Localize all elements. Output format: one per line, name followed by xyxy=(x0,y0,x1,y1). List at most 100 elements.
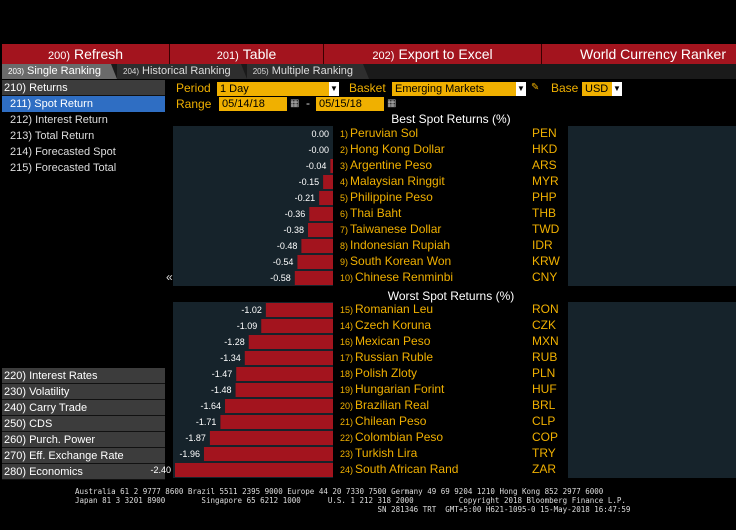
currency-code-twd[interactable]: TWD xyxy=(532,222,560,236)
currency-code-mxn[interactable]: MXN xyxy=(532,334,559,348)
currency-code-try[interactable]: TRY xyxy=(532,446,556,460)
collapse-panel-icon[interactable]: « xyxy=(166,270,173,284)
calendar-icon[interactable]: ▦ xyxy=(387,98,397,109)
period-dropdown-icon[interactable]: ▼ xyxy=(329,82,339,96)
value-label-cop: -1.87 xyxy=(185,433,206,443)
menu-item-total-return[interactable]: 213) Total Return xyxy=(10,130,95,142)
export-excel-button[interactable]: 202) Export to Excel xyxy=(324,44,542,64)
currency-code-cop[interactable]: COP xyxy=(532,430,559,444)
menu-header-economics[interactable]: 280) Economics xyxy=(2,464,165,480)
currency-name-pln[interactable]: 18) Polish Zloty xyxy=(340,366,417,380)
base-label: Base xyxy=(551,81,579,95)
currency-code-thb[interactable]: THB xyxy=(532,206,556,220)
menu-item-forecasted-total[interactable]: 215) Forecasted Total xyxy=(10,162,117,174)
currency-code-idr[interactable]: IDR xyxy=(532,238,553,252)
currency-name-pen[interactable]: 1) Peruvian Sol xyxy=(340,126,418,140)
currency-code-huf[interactable]: HUF xyxy=(532,382,557,396)
pencil-icon[interactable]: ✎ xyxy=(531,82,540,93)
menu-header-interest-rates[interactable]: 220) Interest Rates xyxy=(2,368,165,384)
currency-code-ron[interactable]: RON xyxy=(532,302,559,316)
currency-name-krw[interactable]: 9) South Korean Won xyxy=(340,254,451,268)
currency-label: South Korean Won xyxy=(350,254,452,268)
menu-header-volatility[interactable]: 230) Volatility xyxy=(2,384,165,400)
value-label-try: -1.96 xyxy=(179,449,200,459)
left-menu: 210) Returns 211) Spot Return 212) Inter… xyxy=(2,80,165,480)
currency-code-zar[interactable]: ZAR xyxy=(532,462,556,476)
tab-label: Multiple Ranking xyxy=(271,65,354,77)
basket-select[interactable]: Emerging Markets xyxy=(392,82,516,96)
calendar-icon[interactable]: ▦ xyxy=(290,98,300,109)
base-select[interactable]: USD xyxy=(582,82,612,96)
range-from-input[interactable]: 05/14/18 xyxy=(219,97,287,111)
currency-name-clp[interactable]: 21) Chilean Peso xyxy=(340,414,426,428)
currency-label: Polish Zloty xyxy=(355,366,418,380)
currency-code-krw[interactable]: KRW xyxy=(532,254,560,268)
currency-name-php[interactable]: 5) Philippine Peso xyxy=(340,190,433,204)
menu-header-returns[interactable]: 210) Returns xyxy=(2,80,165,96)
currency-name-rub[interactable]: 17) Russian Ruble xyxy=(340,350,433,364)
currency-name-ron[interactable]: 15) Romanian Leu xyxy=(340,302,433,316)
tab-historical-ranking[interactable]: 204) Historical Ranking xyxy=(117,64,247,79)
value-label-hkd: -0.00 xyxy=(308,145,329,155)
currency-name-try[interactable]: 23) Turkish Lira xyxy=(340,446,417,460)
currency-code-czk[interactable]: CZK xyxy=(532,318,556,332)
currency-code-rub[interactable]: RUB xyxy=(532,350,558,364)
tab-number: 203) xyxy=(8,67,25,76)
currency-label: Peruvian Sol xyxy=(350,126,419,140)
currency-label: Chinese Renminbi xyxy=(355,270,454,284)
currency-name-mxn[interactable]: 16) Mexican Peso xyxy=(340,334,430,348)
value-label-idr: -0.48 xyxy=(276,241,298,251)
currency-code-brl[interactable]: BRL xyxy=(532,398,556,412)
returns-bar-chart xyxy=(173,126,333,478)
tab-single-ranking[interactable]: 203) Single Ranking xyxy=(2,64,118,79)
bar-rub xyxy=(244,351,333,365)
bar-huf xyxy=(235,383,333,397)
menu-item-forecasted-spot[interactable]: 214) Forecasted Spot xyxy=(10,146,116,158)
currency-code-pln[interactable]: PLN xyxy=(532,366,556,380)
currency-name-cny[interactable]: 10) Chinese Renminbi xyxy=(340,270,453,284)
currency-name-ars[interactable]: 3) Argentine Peso xyxy=(340,158,432,172)
bar-zar xyxy=(175,463,333,477)
rank-number: 2) xyxy=(340,145,349,155)
currency-name-brl[interactable]: 20) Brazilian Real xyxy=(340,398,429,412)
table-button[interactable]: 201) Table xyxy=(170,44,324,64)
menu-header-carry-trade[interactable]: 240) Carry Trade xyxy=(2,400,165,416)
rank-number: 3) xyxy=(340,161,349,171)
currency-name-zar[interactable]: 24) South African Rand xyxy=(340,462,458,476)
value-label-brl: -1.64 xyxy=(200,401,222,411)
currency-name-cop[interactable]: 22) Colombian Peso xyxy=(340,430,443,444)
menu-header-purch-power[interactable]: 260) Purch. Power xyxy=(2,432,165,448)
range-to-input[interactable]: 05/15/18 xyxy=(316,97,384,111)
currency-label: Argentine Peso xyxy=(350,158,433,172)
currency-code-myr[interactable]: MYR xyxy=(532,174,559,188)
currency-label: Colombian Peso xyxy=(355,430,444,444)
currency-name-myr[interactable]: 4) Malaysian Ringgit xyxy=(340,174,445,188)
menu-header-cds[interactable]: 250) CDS xyxy=(2,416,165,432)
tab-number: 204) xyxy=(123,67,140,76)
value-label-ars: -0.04 xyxy=(305,161,327,171)
currency-code-clp[interactable]: CLP xyxy=(532,414,556,428)
value-label-pln: -1.47 xyxy=(211,369,233,379)
tab-multiple-ranking[interactable]: 205) Multiple Ranking xyxy=(246,64,370,79)
currency-code-hkd[interactable]: HKD xyxy=(532,142,558,156)
menu-item-spot-return[interactable]: 211) Spot Return xyxy=(2,96,165,112)
base-dropdown-icon[interactable]: ▼ xyxy=(612,82,622,96)
menu-header-eff-exchange-rate[interactable]: 270) Eff. Exchange Rate xyxy=(2,448,165,464)
currency-code-cny[interactable]: CNY xyxy=(532,270,558,284)
value-label-zar: -2.40 xyxy=(150,465,171,475)
currency-code-ars[interactable]: ARS xyxy=(532,158,557,172)
basket-dropdown-icon[interactable]: ▼ xyxy=(516,82,526,96)
bar-cny xyxy=(294,271,333,285)
menu-item-interest-return[interactable]: 212) Interest Return xyxy=(10,114,108,126)
currency-name-idr[interactable]: 8) Indonesian Rupiah xyxy=(340,238,450,252)
currency-name-czk[interactable]: 14) Czech Koruna xyxy=(340,318,431,332)
value-label-krw: -0.54 xyxy=(272,257,294,267)
currency-name-huf[interactable]: 19) Hungarian Forint xyxy=(340,382,444,396)
currency-name-thb[interactable]: 6) Thai Baht xyxy=(340,206,401,220)
currency-name-twd[interactable]: 7) Taiwanese Dollar xyxy=(340,222,441,236)
currency-code-pen[interactable]: PEN xyxy=(532,126,557,140)
currency-name-hkd[interactable]: 2) Hong Kong Dollar xyxy=(340,142,445,156)
period-select[interactable]: 1 Day xyxy=(217,82,329,96)
currency-code-php[interactable]: PHP xyxy=(532,190,557,204)
refresh-button[interactable]: 200) Refresh xyxy=(2,44,170,64)
